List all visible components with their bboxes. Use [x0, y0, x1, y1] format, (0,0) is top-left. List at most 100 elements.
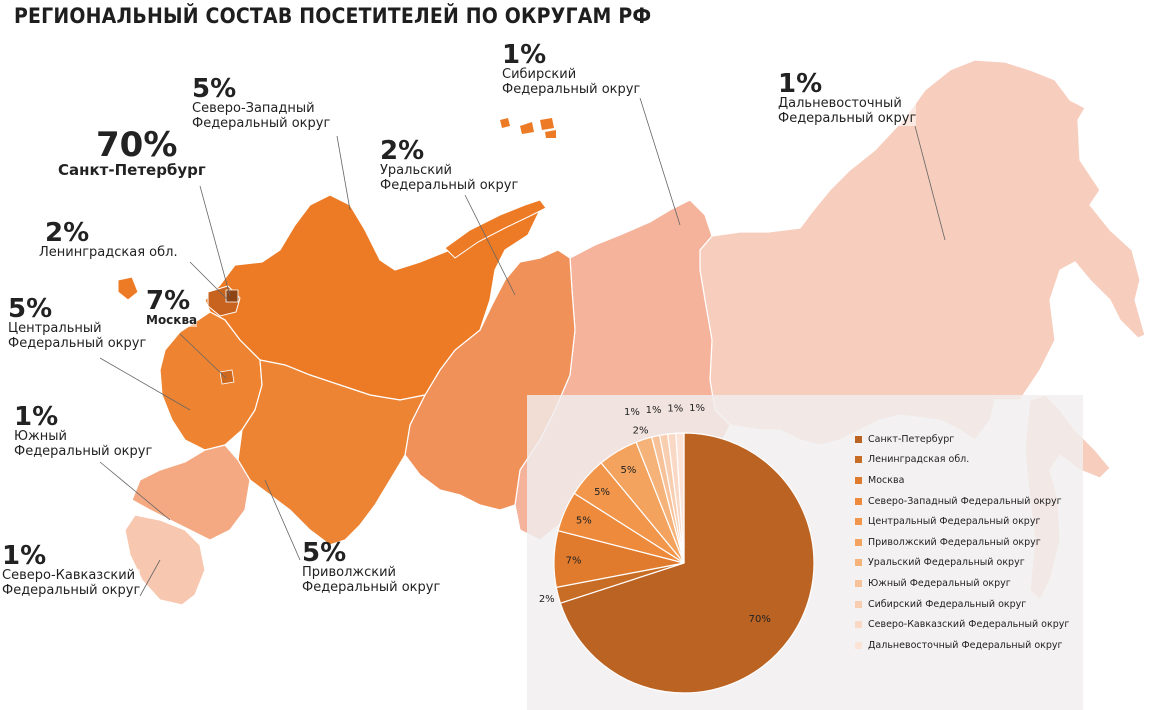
legend-item: Сибирский Федеральный округ — [855, 594, 1069, 615]
legend-swatch — [855, 435, 862, 443]
legend-label: Ленинградская обл. — [868, 454, 970, 466]
label-central-pct: 5% — [8, 294, 53, 324]
legend-item: Приволжский Федеральный округ — [855, 532, 1069, 553]
pie-data-label: 1% — [646, 405, 662, 416]
legend-item: Северо-Кавказский Федеральный округ — [855, 614, 1069, 635]
pie-slice — [675, 432, 685, 564]
legend-swatch — [855, 641, 862, 649]
legend-label: Северо-Кавказский Федеральный округ — [868, 619, 1070, 631]
pie-data-label: 70% — [749, 614, 771, 625]
leader-lines — [99, 97, 946, 597]
legend-swatch — [855, 518, 862, 526]
legend-item: Ленинградская обл. — [855, 450, 1069, 471]
legend-label: Приволжский Федеральный округ — [868, 536, 1041, 548]
legend-item: Северо-Западный Федеральный округ — [855, 491, 1069, 512]
legend-label: Дальневосточный Федеральный округ — [868, 639, 1063, 651]
legend-label: Сибирский Федеральный округ — [868, 598, 1027, 610]
label-north-caucasus: 1% Северо-Кавказский Федеральный округ — [2, 541, 141, 599]
region-north-caucasus — [124, 514, 206, 606]
legend-swatch — [855, 600, 862, 608]
region-kaliningrad — [117, 276, 139, 301]
label-lenobl-pct: 2% — [45, 218, 90, 248]
label-nw-line1: Северо-Западный — [192, 101, 331, 117]
legend-swatch — [855, 456, 862, 464]
pie-data-label: 5% — [576, 516, 592, 527]
label-nw-line2: Федеральный округ — [192, 115, 331, 132]
pie-data-label: 2% — [539, 594, 555, 605]
pie-data-label: 1% — [689, 403, 705, 414]
region-volga — [237, 359, 427, 546]
legend-swatch — [855, 579, 862, 587]
legend-item: Санкт-Петербург — [855, 429, 1069, 450]
label-ural-pct: 2% — [380, 136, 425, 166]
label-siberia: 1% Сибирский Федеральный округ — [502, 40, 641, 98]
label-siberia-line1: Сибирский — [502, 67, 641, 83]
pie-data-label: 5% — [594, 487, 610, 498]
pie-data-label: 1% — [667, 404, 683, 415]
label-ncaucasus-pct: 1% — [2, 541, 47, 571]
label-ncaucasus-line2: Федеральный округ — [2, 582, 141, 599]
label-south-pct: 1% — [14, 402, 59, 432]
legend-swatch — [855, 497, 862, 505]
label-spb-pct: 70% — [96, 125, 178, 165]
label-ural-line2: Федеральный округ — [380, 177, 519, 194]
region-moscow — [219, 369, 235, 385]
label-south-line1: Южный — [14, 429, 153, 445]
page-title: РЕГИОНАЛЬНЫЙ СОСТАВ ПОСЕТИТЕЛЕЙ ПО ОКРУГ… — [14, 4, 652, 28]
label-moscow-name: Москва — [146, 313, 198, 328]
legend-item: Дальневосточный Федеральный округ — [855, 635, 1069, 656]
legend-swatch — [855, 538, 862, 546]
legend-item: Москва — [855, 470, 1069, 491]
label-volga: 5% Приволжский Федеральный округ — [302, 538, 441, 596]
label-volga-line2: Федеральный округ — [302, 579, 441, 596]
label-lenobl: 2% Ленинградская обл. — [39, 218, 178, 261]
legend-item: Центральный Федеральный округ — [855, 511, 1069, 532]
legend-label: Санкт-Петербург — [868, 433, 955, 445]
region-islands — [500, 118, 556, 138]
pie-data-label: 5% — [620, 465, 636, 476]
label-fareast-pct: 1% — [778, 69, 823, 99]
label-spb: 70% Санкт-Петербург — [58, 125, 206, 179]
region-south — [131, 444, 251, 541]
region-novaya-zemlya — [444, 199, 547, 259]
legend-label: Москва — [868, 474, 905, 486]
pie-data-label: 7% — [566, 556, 582, 567]
label-central-line1: Центральный — [8, 321, 147, 337]
pie-data-label: 1% — [624, 407, 640, 418]
label-volga-pct: 5% — [302, 538, 347, 568]
label-ural: 2% Уральский Федеральный округ — [380, 136, 519, 194]
label-south-line2: Федеральный округ — [14, 443, 153, 460]
label-spb-name: Санкт-Петербург — [58, 161, 206, 179]
legend-item: Уральский Федеральный округ — [855, 553, 1069, 574]
legend-swatch — [855, 559, 862, 567]
pie-legend: Санкт-Петербург Ленинградская обл. Москв… — [855, 429, 1069, 656]
legend-item: Южный Федеральный округ — [855, 573, 1069, 594]
label-central: 5% Центральный Федеральный округ — [8, 294, 147, 352]
label-nw-pct: 5% — [192, 74, 237, 104]
label-siberia-pct: 1% — [502, 40, 547, 70]
label-fareast-line1: Дальневосточный — [778, 96, 917, 112]
label-siberia-line2: Федеральный округ — [502, 81, 641, 98]
label-moscow-pct: 7% — [146, 286, 191, 316]
pie-data-label: 2% — [633, 425, 649, 436]
pie-chart: 70% 2% 7% 5% 5% 5% 2% 1% 1% 1% 1% — [539, 403, 815, 694]
label-moscow: 7% Москва — [146, 286, 198, 328]
label-north-west: 5% Северо-Западный Федеральный округ — [192, 74, 331, 132]
legend-swatch — [855, 476, 862, 484]
legend-label: Центральный Федеральный округ — [868, 516, 1041, 528]
label-lenobl-name: Ленинградская обл. — [39, 245, 178, 261]
pie-slice — [559, 432, 815, 694]
legend-label: Уральский Федеральный округ — [868, 557, 1025, 569]
legend-label: Северо-Западный Федеральный округ — [868, 495, 1062, 507]
region-saint-petersburg — [225, 289, 239, 303]
region-far-east — [699, 59, 1146, 446]
label-central-line2: Федеральный округ — [8, 335, 147, 352]
label-fareast-line2: Федеральный округ — [778, 110, 917, 127]
label-far-east: 1% Дальневосточный Федеральный округ — [778, 69, 917, 127]
legend-swatch — [855, 621, 862, 629]
label-volga-line1: Приволжский — [302, 565, 441, 581]
label-ural-line1: Уральский — [380, 163, 519, 179]
label-south: 1% Южный Федеральный округ — [14, 402, 153, 460]
label-ncaucasus-line1: Северо-Кавказский — [2, 568, 141, 584]
legend-label: Южный Федеральный округ — [868, 577, 1011, 589]
